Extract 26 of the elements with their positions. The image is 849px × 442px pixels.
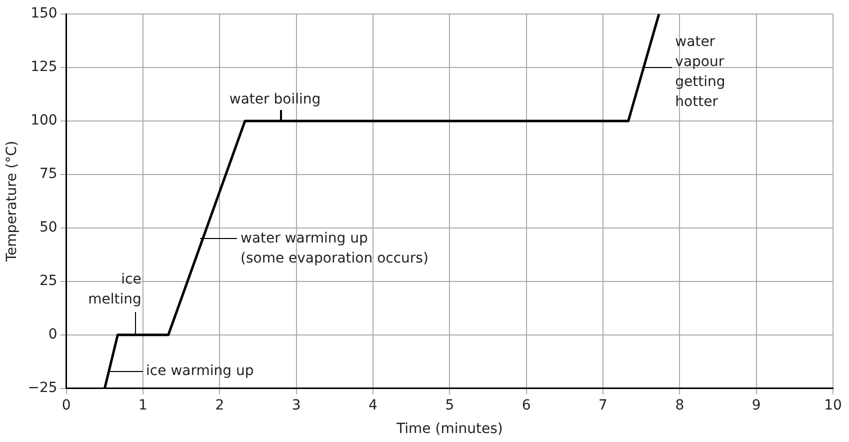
y-tick-label: 25 [40, 273, 58, 290]
x-tick-label: 1 [138, 397, 148, 414]
y-tick-label: 150 [30, 6, 58, 22]
x-tick-label: 4 [368, 397, 378, 414]
x-tick-label: 2 [215, 397, 224, 414]
x-tick-label: 6 [522, 397, 531, 414]
annotation: water warming up (some evaporation occurs) [240, 230, 428, 266]
annotation: water boiling [229, 92, 321, 108]
y-tick-label: 125 [30, 59, 58, 76]
x-tick-label: 7 [598, 397, 608, 414]
annotation: ice melting [88, 272, 142, 308]
x-tick-label: 0 [62, 397, 71, 414]
x-tick-label: 10 [824, 397, 842, 414]
x-axis-title: Time (minutes) [396, 421, 503, 438]
annotation: ice warming up [146, 362, 254, 379]
y-tick-label: 0 [48, 326, 58, 343]
x-tick-label: 9 [752, 397, 761, 414]
y-tick-label: 100 [30, 112, 58, 129]
annotation: water vapour getting hotter [675, 34, 726, 110]
y-tick-label: −25 [28, 380, 58, 396]
y-tick-label: 50 [40, 220, 58, 236]
y-tick-label: 75 [40, 166, 58, 182]
x-tick-label: 5 [445, 397, 454, 414]
x-tick-label: 8 [675, 397, 684, 414]
x-tick-label: 3 [292, 397, 301, 414]
y-axis-title: Temperature (°C) [4, 140, 20, 263]
